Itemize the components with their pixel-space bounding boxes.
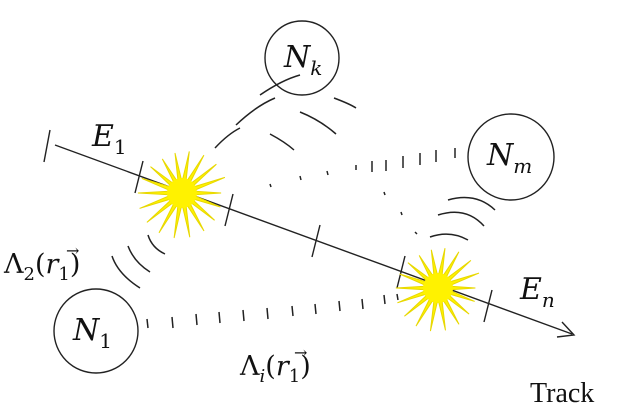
ray-dash — [383, 191, 386, 196]
energy-label-en: En — [519, 272, 555, 312]
track-label: Track — [530, 378, 594, 409]
track-tick — [311, 224, 321, 258]
ray-dash — [400, 211, 403, 216]
ray-dash — [218, 311, 221, 324]
ray-dashes-to-n-m — [269, 148, 456, 235]
ray-dash — [291, 305, 294, 317]
node-label: Nk — [283, 40, 322, 80]
wavefronts-burst-1 — [111, 74, 357, 289]
wave-arc — [333, 97, 357, 109]
node-circle — [264, 20, 340, 96]
emission-burst-2 — [395, 248, 480, 332]
attenuation-label-lambda-2: Λ2(r1) → — [3, 241, 80, 285]
wave-arc — [437, 211, 485, 227]
wave-arc — [147, 234, 166, 255]
wave-arc — [127, 245, 151, 273]
track-line — [54, 144, 573, 335]
track-tick — [483, 289, 493, 323]
wave-arc — [214, 127, 241, 149]
node-circle — [467, 113, 555, 201]
ray-dash — [146, 318, 149, 329]
ray-dash — [266, 307, 269, 320]
ray-dash — [299, 175, 302, 181]
vector-arrow: → — [294, 343, 307, 362]
track-tick — [43, 129, 51, 163]
ray-dash — [383, 294, 386, 305]
ray-dashes-to-n-1 — [146, 293, 399, 329]
ray-dash — [361, 298, 364, 310]
ray-dash — [171, 316, 174, 329]
wave-arc — [111, 255, 141, 289]
track-arrowhead — [556, 321, 576, 338]
wave-arc — [447, 196, 496, 211]
wave-arc — [269, 133, 295, 151]
ray-dash — [326, 170, 329, 176]
track-ticks — [43, 129, 493, 323]
attenuation-label-lambda-i: Λi(r1) → — [239, 343, 311, 387]
wave-arc — [299, 111, 337, 135]
track-tick — [396, 255, 406, 289]
ray-dash — [314, 303, 317, 315]
energy-label-e1: E1 — [91, 119, 127, 159]
wavefronts-burst-2 — [429, 196, 496, 241]
ray-dash — [414, 231, 418, 235]
ray-dash — [195, 313, 198, 326]
ray-dash — [338, 300, 341, 312]
ray-dash — [269, 183, 272, 188]
vector-arrow: → — [66, 241, 79, 260]
lambda-i-text: Λi(r1) — [239, 351, 311, 387]
track-tick — [224, 193, 234, 227]
node-n-k: Nk — [264, 20, 340, 96]
ray-dash — [396, 293, 399, 301]
wave-arc — [429, 233, 469, 241]
wave-arc — [235, 97, 276, 126]
emission-burst-1 — [137, 151, 226, 239]
node-circle — [53, 288, 139, 374]
lambda-2-text: Λ2(r1) — [3, 249, 80, 285]
burst-core — [423, 273, 453, 303]
node-n-m: Nm — [467, 113, 555, 201]
burst-core — [167, 178, 197, 208]
node-label: N1 — [72, 313, 112, 353]
node-label: Nm — [486, 138, 532, 178]
track-tick — [134, 160, 144, 194]
wave-arc — [259, 74, 301, 96]
node-n-1: N1 — [53, 288, 139, 374]
ray-dash — [242, 309, 245, 322]
